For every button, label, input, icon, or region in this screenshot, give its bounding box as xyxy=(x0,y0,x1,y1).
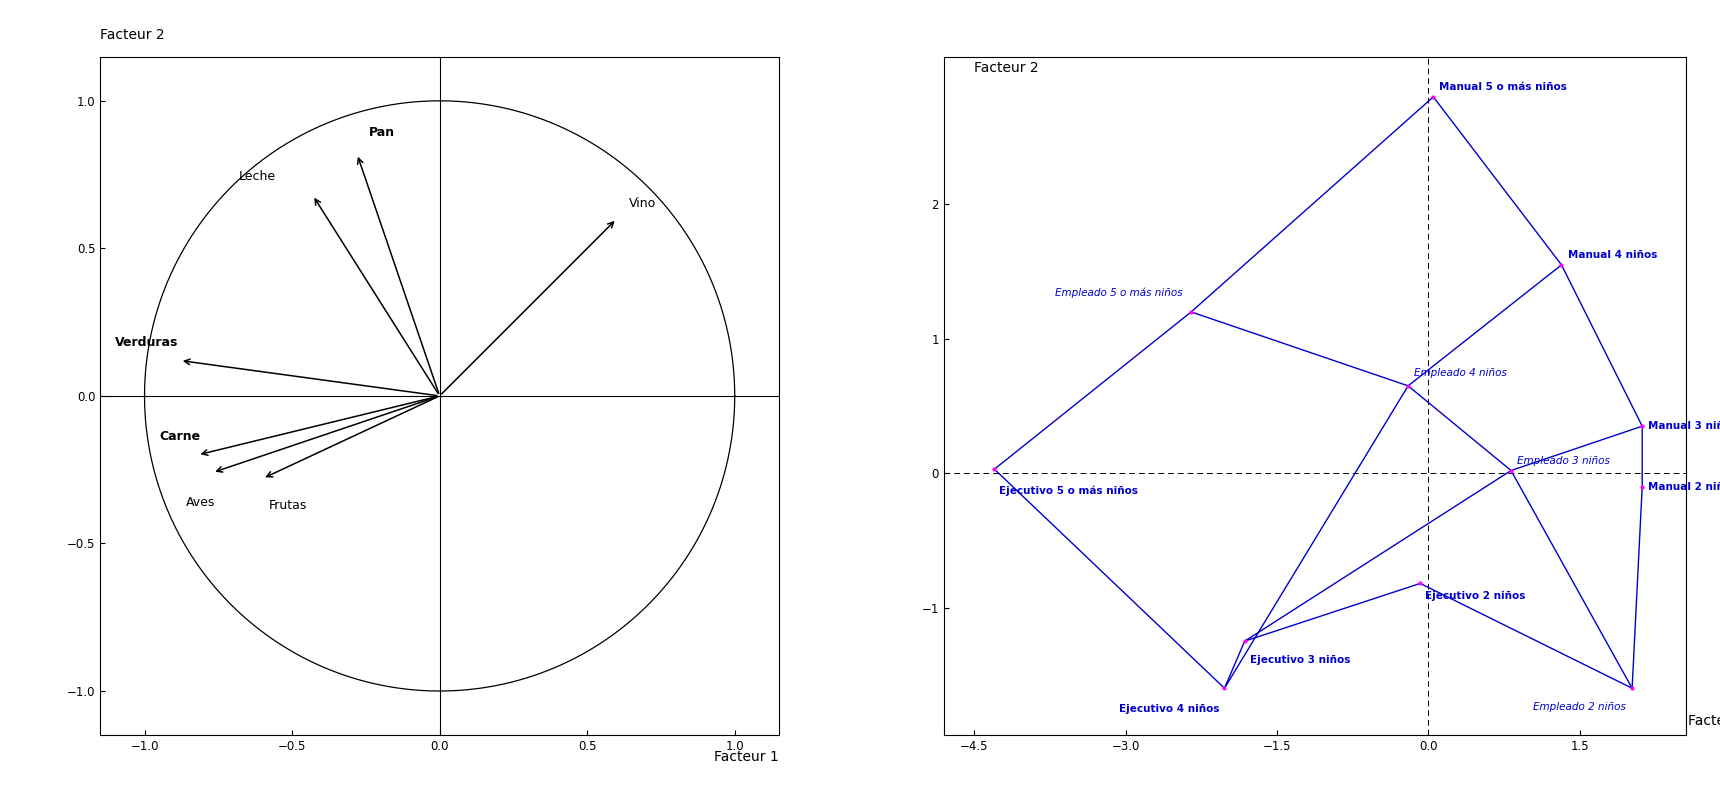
Text: Frutas: Frutas xyxy=(268,499,306,512)
Text: Pan: Pan xyxy=(368,126,396,139)
Text: Vino: Vino xyxy=(628,197,655,210)
Text: Manual 5 o más niños: Manual 5 o más niños xyxy=(1440,82,1567,91)
Text: Aves: Aves xyxy=(186,496,215,509)
Text: Empleado 3 niños: Empleado 3 niños xyxy=(1517,457,1610,466)
Text: Empleado 5 o más niños: Empleado 5 o más niños xyxy=(1056,288,1183,298)
Text: Empleado 4 niños: Empleado 4 niños xyxy=(1414,368,1507,378)
Text: Facteur 2: Facteur 2 xyxy=(100,27,165,42)
Text: Facteur 1: Facteur 1 xyxy=(1687,714,1720,728)
Text: Manual 2 niños: Manual 2 niños xyxy=(1648,482,1720,491)
Text: Ejecutivo 2 niños: Ejecutivo 2 niños xyxy=(1426,591,1526,601)
Text: Manual 3 niños: Manual 3 niños xyxy=(1648,421,1720,431)
Text: Ejecutivo 3 niños: Ejecutivo 3 niños xyxy=(1250,654,1350,665)
Text: Ejecutivo 5 o más niños: Ejecutivo 5 o más niños xyxy=(999,486,1139,496)
Text: Manual 4 niños: Manual 4 niños xyxy=(1567,250,1656,259)
Text: Empleado 2 niños: Empleado 2 niños xyxy=(1533,701,1625,712)
Text: Verduras: Verduras xyxy=(115,335,179,349)
Text: Leche: Leche xyxy=(239,170,277,183)
Text: Facteur 2: Facteur 2 xyxy=(974,61,1039,74)
Text: Facteur 1: Facteur 1 xyxy=(714,750,779,764)
Text: Carne: Carne xyxy=(160,430,201,443)
Text: Ejecutivo 4 niños: Ejecutivo 4 niños xyxy=(1120,705,1219,714)
